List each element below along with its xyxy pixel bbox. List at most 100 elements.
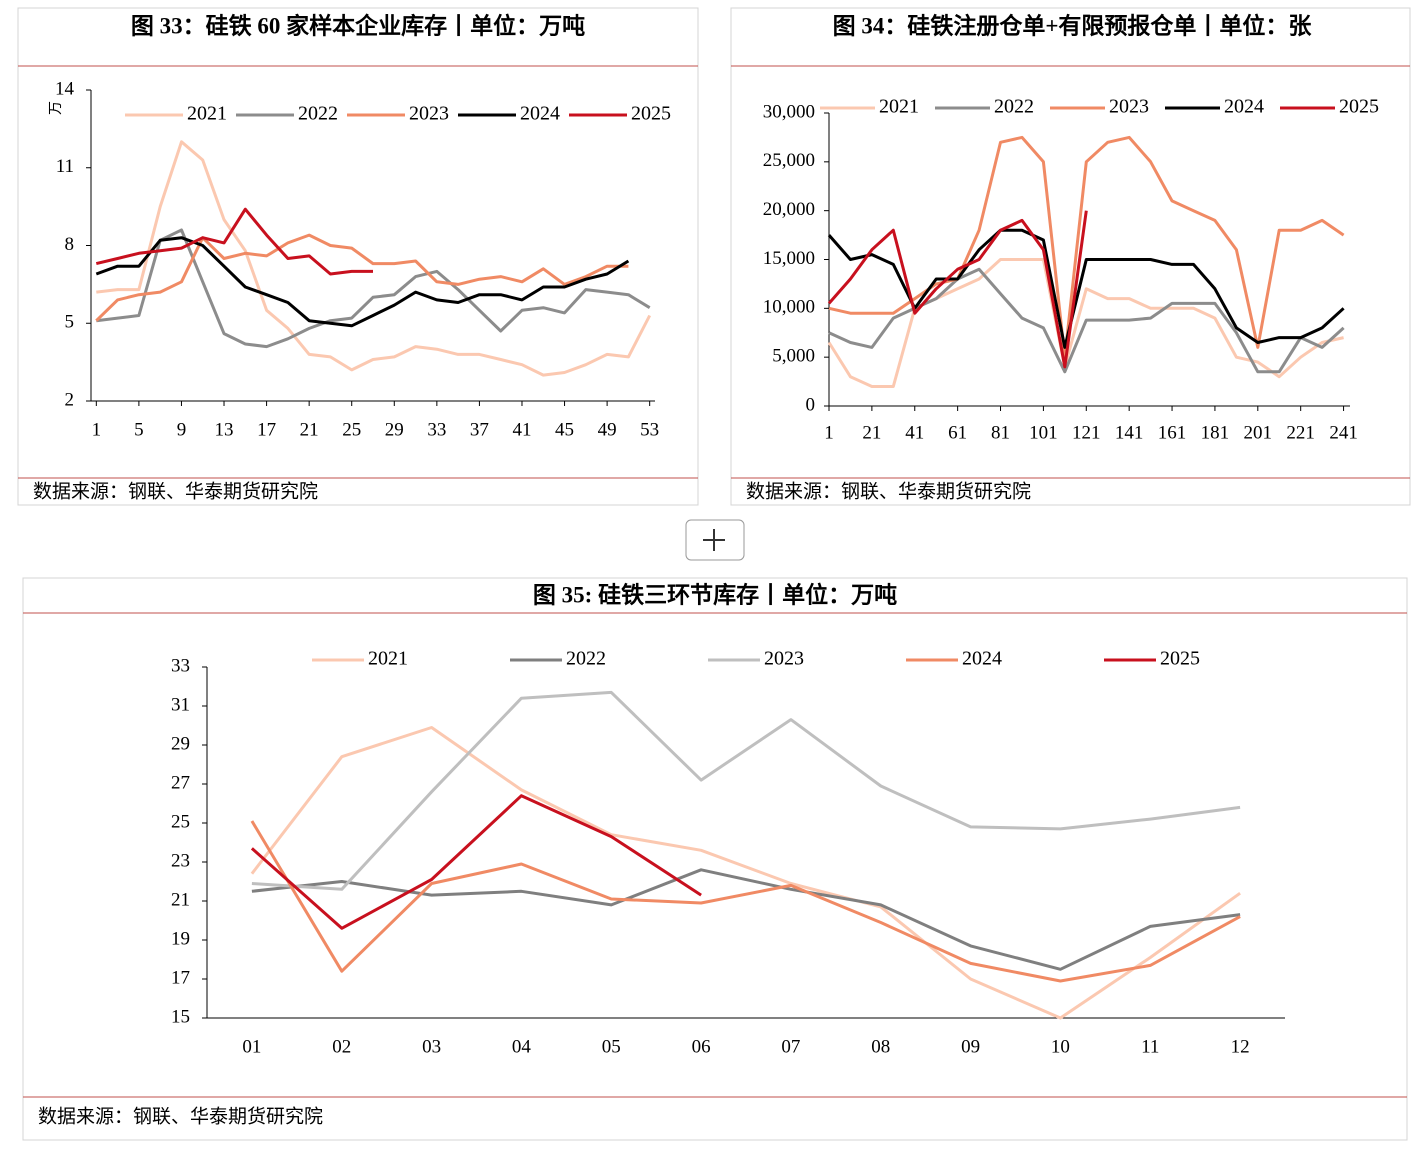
- legend-label: 2022: [994, 96, 1034, 118]
- x-tick-label: 5: [134, 419, 144, 440]
- y-tick-label: 2: [65, 389, 75, 410]
- chart-title: 图 33：硅铁 60 家样本企业库存丨单位：万吨: [131, 12, 585, 38]
- series-line: [95, 207, 373, 276]
- x-tick-label: 06: [692, 1036, 711, 1057]
- y-tick-label: 0: [806, 394, 816, 415]
- x-tick-label: 241: [1329, 422, 1358, 443]
- series-line: [250, 726, 1241, 1020]
- legend-label: 2024: [520, 103, 560, 125]
- x-tick-label: 25: [342, 419, 361, 440]
- y-tick-label: 15,000: [763, 248, 815, 269]
- x-tick-label: 1: [824, 422, 834, 443]
- panel: [22, 577, 1408, 1141]
- panel: [730, 7, 1411, 506]
- x-tick-label: 41: [512, 419, 531, 440]
- source: 数据来源：钢联、华泰期货研究院: [33, 481, 318, 503]
- x-tick-label: 13: [215, 419, 234, 440]
- x-tick-label: 181: [1201, 422, 1230, 443]
- legend-label: 2023: [409, 103, 449, 125]
- x-tick-label: 21: [862, 422, 881, 443]
- source: 数据来源：钢联、华泰期货研究院: [746, 481, 1031, 503]
- legend-label: 2025: [1339, 96, 1379, 118]
- y-tick-label: 25,000: [763, 150, 815, 171]
- x-tick-label: 49: [598, 419, 617, 440]
- x-tick-label: 61: [948, 422, 967, 443]
- x-tick-label: 05: [602, 1036, 621, 1057]
- chart-title: 图 34：硅铁注册仓单+有限预报仓单丨单位：张: [833, 12, 1313, 38]
- legend-label: 2024: [1224, 96, 1264, 118]
- y-tick-label: 27: [171, 772, 190, 793]
- y-tick-label: 23: [171, 850, 190, 871]
- y-tick-label: 30,000: [763, 101, 815, 122]
- series-line: [250, 794, 702, 930]
- add-button[interactable]: [685, 519, 745, 561]
- legend-label: 2021: [368, 648, 408, 670]
- x-tick-label: 1: [92, 419, 102, 440]
- series-line: [96, 140, 652, 377]
- x-tick-label: 141: [1115, 422, 1144, 443]
- x-tick-label: 37: [470, 419, 489, 440]
- x-tick-label: 221: [1286, 422, 1315, 443]
- series-line: [251, 868, 1241, 971]
- legend-label: 2021: [879, 96, 919, 118]
- y-axis-title: 万: [49, 101, 64, 115]
- y-tick-label: 10,000: [763, 297, 815, 318]
- series-line: [827, 210, 1088, 369]
- y-tick-label: 33: [171, 655, 190, 676]
- legend-label: 2023: [1109, 96, 1149, 118]
- series-line: [96, 228, 651, 349]
- y-tick-label: 29: [171, 733, 190, 754]
- x-tick-label: 10: [1051, 1036, 1070, 1057]
- y-tick-label: 17: [171, 967, 190, 988]
- y-tick-label: 31: [171, 694, 190, 715]
- series-line: [251, 690, 1241, 891]
- y-tick-label: 21: [171, 889, 190, 910]
- x-tick-label: 21: [300, 419, 319, 440]
- x-tick-label: 41: [905, 422, 924, 443]
- y-tick-label: 11: [56, 156, 74, 177]
- legend-label: 2022: [566, 648, 606, 670]
- y-tick-label: 14: [55, 78, 75, 99]
- series-line: [95, 233, 629, 322]
- x-tick-label: 07: [781, 1036, 800, 1057]
- chart-title: 图 35: 硅铁三环节库存丨单位：万吨: [533, 581, 897, 607]
- x-tick-label: 04: [512, 1036, 532, 1057]
- legend-label: 2024: [962, 648, 1002, 670]
- x-tick-label: 101: [1029, 422, 1058, 443]
- y-tick-label: 5,000: [772, 346, 815, 367]
- y-tick-label: 19: [171, 928, 190, 949]
- y-tick-label: 15: [171, 1006, 190, 1027]
- x-tick-label: 08: [871, 1036, 890, 1057]
- x-tick-label: 9: [177, 419, 187, 440]
- x-tick-label: 09: [961, 1036, 980, 1057]
- x-tick-label: 161: [1158, 422, 1187, 443]
- y-tick-label: 8: [65, 234, 75, 255]
- series-line: [250, 820, 1241, 983]
- series-line: [95, 236, 630, 328]
- y-tick-label: 25: [171, 811, 190, 832]
- y-tick-label: 5: [65, 312, 75, 333]
- x-tick-label: 01: [242, 1036, 261, 1057]
- panel: [17, 7, 699, 506]
- x-tick-label: 12: [1231, 1036, 1250, 1057]
- x-tick-label: 45: [555, 419, 574, 440]
- x-tick-label: 29: [385, 419, 404, 440]
- source: 数据来源：钢联、华泰期货研究院: [38, 1106, 323, 1128]
- x-tick-label: 02: [332, 1036, 351, 1057]
- x-tick-label: 53: [640, 419, 659, 440]
- x-tick-label: 03: [422, 1036, 441, 1057]
- y-tick-label: 20,000: [763, 199, 815, 220]
- x-tick-label: 17: [257, 419, 276, 440]
- x-tick-label: 11: [1141, 1036, 1159, 1057]
- x-tick-label: 121: [1072, 422, 1101, 443]
- legend-label: 2021: [187, 103, 227, 125]
- x-tick-label: 33: [427, 419, 446, 440]
- legend-label: 2025: [631, 103, 671, 125]
- x-tick-label: 81: [991, 422, 1010, 443]
- legend-label: 2025: [1160, 648, 1200, 670]
- legend-label: 2022: [298, 103, 338, 125]
- x-tick-label: 201: [1244, 422, 1273, 443]
- series-line: [828, 135, 1345, 359]
- legend-label: 2023: [764, 648, 804, 670]
